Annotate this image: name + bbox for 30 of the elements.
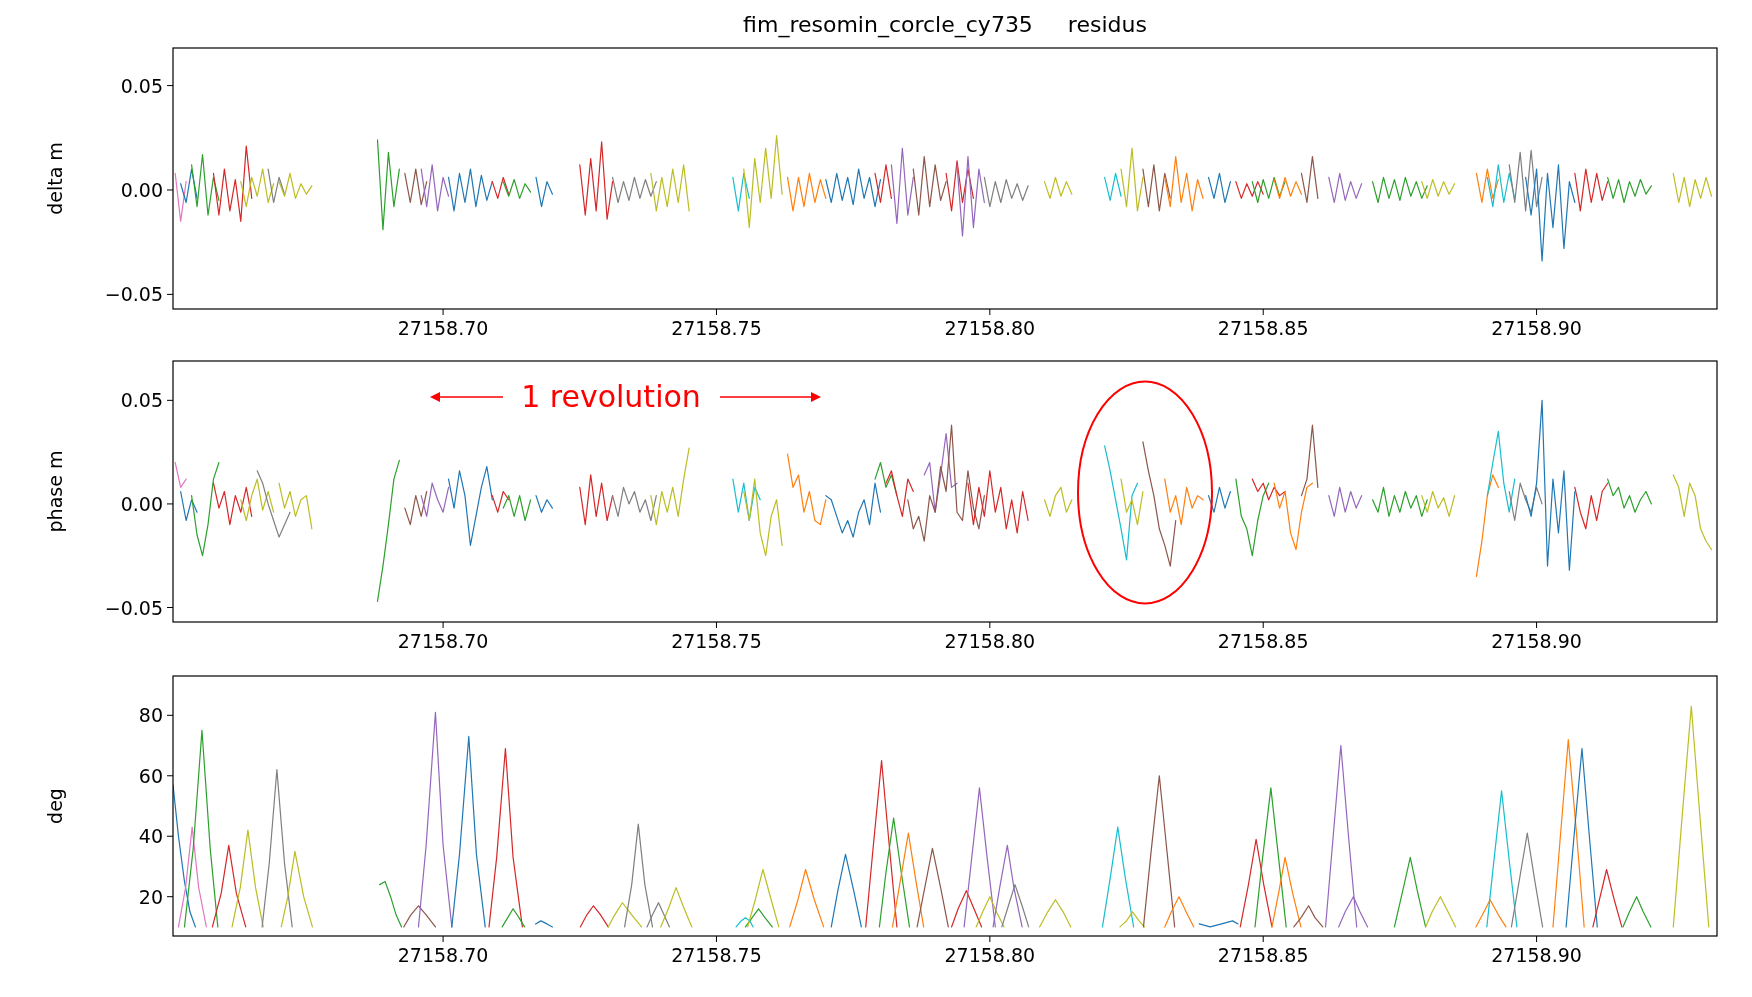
x-tick-label: 27158.90 — [1491, 630, 1582, 652]
x-tick-label: 27158.75 — [671, 317, 762, 339]
y-tick-label: −0.05 — [104, 283, 163, 306]
y-axis-title: deg — [44, 788, 66, 824]
x-tick-label: 27158.80 — [944, 317, 1036, 339]
x-tick-label: 27158.90 — [1491, 317, 1582, 339]
x-tick-label: 27158.85 — [1217, 944, 1309, 966]
x-tick-label: 27158.85 — [1217, 630, 1309, 652]
chart-title: fim_resomin_corcle_cy735 residus — [743, 12, 1147, 38]
x-tick-label: 27158.70 — [397, 630, 489, 652]
x-tick-label: 27158.70 — [397, 944, 489, 966]
y-tick-label: −0.05 — [104, 596, 163, 619]
x-tick-label: 27158.80 — [944, 630, 1036, 652]
y-axis-title: delta m — [44, 142, 66, 215]
x-tick-label: 27158.85 — [1217, 317, 1309, 339]
annotation: 1 revolution — [521, 379, 701, 414]
y-axis-title: phase m — [44, 450, 66, 533]
y-tick-label: 0.00 — [120, 178, 163, 201]
y-tick-label: 0.05 — [120, 389, 163, 412]
x-tick-label: 27158.80 — [944, 944, 1036, 966]
y-tick-label: 0.00 — [120, 492, 163, 515]
y-tick-label: 80 — [138, 704, 163, 727]
y-tick-label: 20 — [138, 885, 163, 908]
x-tick-label: 27158.75 — [671, 630, 762, 652]
y-tick-label: 40 — [138, 825, 163, 848]
y-tick-label: 0.05 — [120, 74, 163, 97]
x-tick-label: 27158.90 — [1491, 944, 1582, 966]
y-tick-label: 60 — [138, 764, 163, 787]
x-tick-label: 27158.75 — [671, 944, 762, 966]
x-tick-label: 27158.70 — [397, 317, 489, 339]
